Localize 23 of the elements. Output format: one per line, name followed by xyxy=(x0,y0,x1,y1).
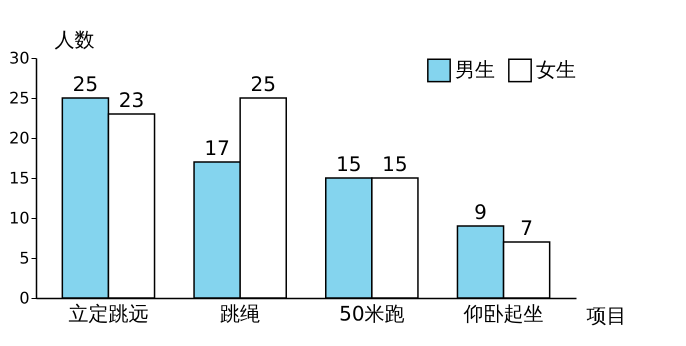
data-label: 23 xyxy=(118,88,144,112)
y-tick-label: 30 xyxy=(9,48,30,68)
data-label: 25 xyxy=(72,72,98,96)
data-label: 15 xyxy=(336,152,362,176)
y-axis-title: 人数 xyxy=(54,28,94,52)
data-label: 17 xyxy=(204,136,230,160)
y-tick-label: 20 xyxy=(9,128,30,148)
legend-label: 男生 xyxy=(455,57,495,82)
y-tick-label: 5 xyxy=(19,248,30,268)
legend-label: 女生 xyxy=(536,57,576,82)
data-label: 15 xyxy=(382,152,408,176)
y-tick-label: 25 xyxy=(9,88,30,108)
y-tick-label: 0 xyxy=(19,288,30,308)
x-tick-label: 仰卧起坐 xyxy=(464,302,544,326)
data-label: 7 xyxy=(520,216,533,240)
y-tick-label: 10 xyxy=(9,208,30,228)
x-axis-title: 项目 xyxy=(586,304,626,328)
data-label: 9 xyxy=(474,200,487,224)
x-tick-label: 跳绳 xyxy=(220,302,260,326)
data-label: 25 xyxy=(250,72,276,96)
x-tick-label: 50米跑 xyxy=(339,302,405,326)
y-tick-label: 15 xyxy=(9,168,30,188)
x-tick-label: 立定跳远 xyxy=(68,302,148,326)
